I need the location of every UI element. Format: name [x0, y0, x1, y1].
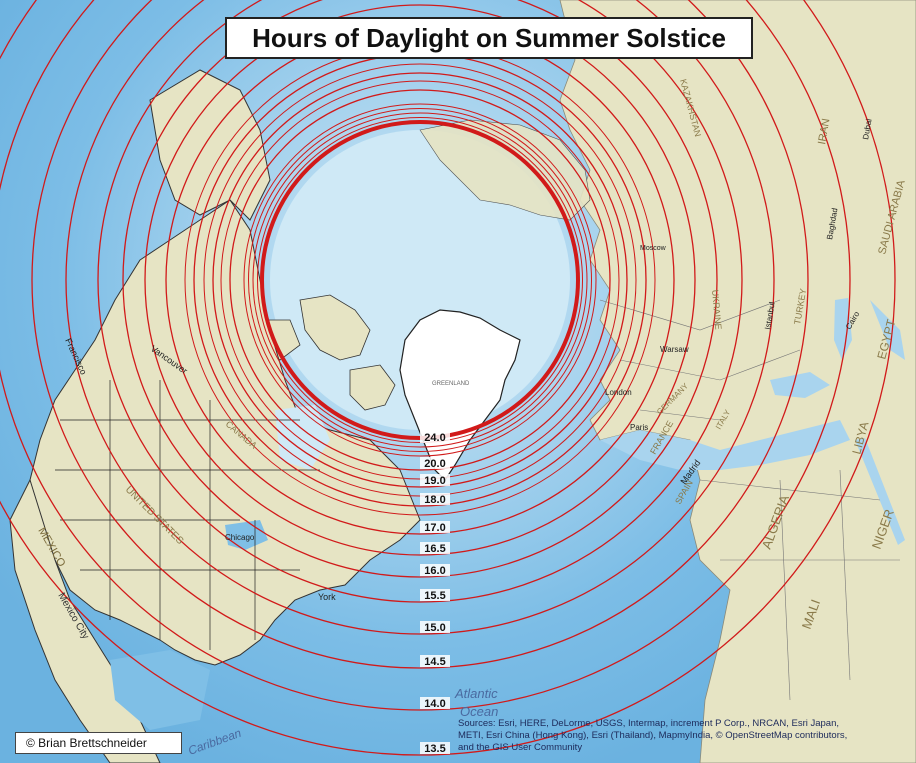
label-atlantic: Atlantic — [454, 686, 498, 701]
contour-label: 14.0 — [424, 698, 445, 710]
daylight-contours — [0, 0, 896, 756]
contour-label-bg — [420, 542, 450, 554]
caspian-sea — [834, 298, 852, 360]
contour-ring-minor — [243, 103, 597, 457]
great-lakes — [225, 520, 268, 550]
contour-ring-20.0 — [229, 89, 611, 471]
contour-label: 17.0 — [424, 522, 445, 534]
contour-label: 15.5 — [424, 590, 445, 602]
contour-label-bg — [420, 697, 450, 709]
sources-line-3: and the GIS User Community — [458, 742, 583, 753]
label-london: London — [605, 388, 632, 397]
contour-label-bg — [420, 655, 450, 667]
arctic-islands — [259, 294, 396, 411]
contour-label-bg — [420, 521, 450, 533]
contour-label-bg — [420, 564, 450, 576]
contour-label-bg — [420, 474, 450, 486]
contour-label-bg — [420, 589, 450, 601]
hudson-bay — [275, 405, 330, 470]
black-sea — [770, 372, 830, 398]
siberia-land — [419, 119, 591, 221]
label-new-york: York — [318, 592, 336, 602]
contour-label-bg — [420, 621, 450, 633]
contour-label: 15.0 — [424, 622, 445, 634]
contour-ring-16.5 — [144, 4, 696, 556]
label-paris: Paris — [630, 423, 648, 432]
contour-label: 14.5 — [424, 656, 445, 668]
persian-gulf — [870, 300, 905, 360]
contour-label-bg — [420, 457, 450, 469]
contour-label-bg — [420, 742, 450, 754]
contour-label: 13.5 — [424, 743, 445, 755]
credit-box: © Brian Brettschneider — [15, 732, 182, 754]
map-title-box: Hours of Daylight on Summer Solstice — [225, 17, 753, 59]
label-greenland: GREENLAND — [432, 381, 470, 387]
contour-ring-16.0 — [122, 0, 718, 578]
contour-ring-19.0 — [212, 72, 628, 488]
label-chicago: Chicago — [225, 533, 255, 542]
contour-ring-minor — [252, 112, 588, 448]
credit-text: © Brian Brettschneider — [26, 736, 147, 750]
contour-ring-15.5 — [97, 0, 743, 603]
contour-label: 20.0 — [424, 458, 445, 470]
contour-label-bg — [420, 431, 450, 443]
label-ocean: Ocean — [460, 704, 498, 719]
sources-attribution: Sources: Esri, HERE, DeLorme, USGS, Inte… — [458, 718, 908, 754]
contour-ring-14.0 — [0, 0, 851, 711]
contour-label: 16.0 — [424, 565, 445, 577]
contour-label: 16.5 — [424, 543, 445, 555]
contour-label: 18.0 — [424, 494, 445, 506]
label-warsaw: Warsaw — [660, 345, 689, 354]
contour-label-bg — [420, 493, 450, 505]
label-moscow: Moscow — [640, 245, 667, 252]
label-iran: IRAN — [816, 118, 832, 146]
contour-label: 24.0 — [424, 432, 445, 444]
sources-line-2: METI, Esri China (Hong Kong), Esri (Thai… — [458, 730, 848, 741]
europe-borders — [599, 299, 900, 701]
gulf-of-mexico — [110, 650, 210, 730]
map-title: Hours of Daylight on Summer Solstice — [252, 22, 726, 53]
contour-ring-minor — [248, 108, 592, 452]
sources-line-1: Sources: Esri, HERE, DeLorme, USGS, Inte… — [458, 718, 840, 729]
label-dubai: Dubai — [861, 118, 874, 140]
label-ukraine: UKRAINE — [710, 289, 723, 330]
red-sea — [855, 438, 905, 545]
contour-ring-14.5 — [31, 0, 809, 669]
contour-value-labels: 24.0 20.0 19.0 18.0 17.0 16.5 16.0 15.5 15.0 14.5… — [420, 431, 450, 755]
alaska-land — [149, 69, 271, 221]
contour-ring-13.5 — [0, 0, 896, 756]
mediterranean-sea — [600, 420, 850, 470]
contour-ring-15.0 — [65, 0, 775, 635]
state-borders — [55, 380, 320, 650]
contour-label: 19.0 — [424, 475, 445, 487]
